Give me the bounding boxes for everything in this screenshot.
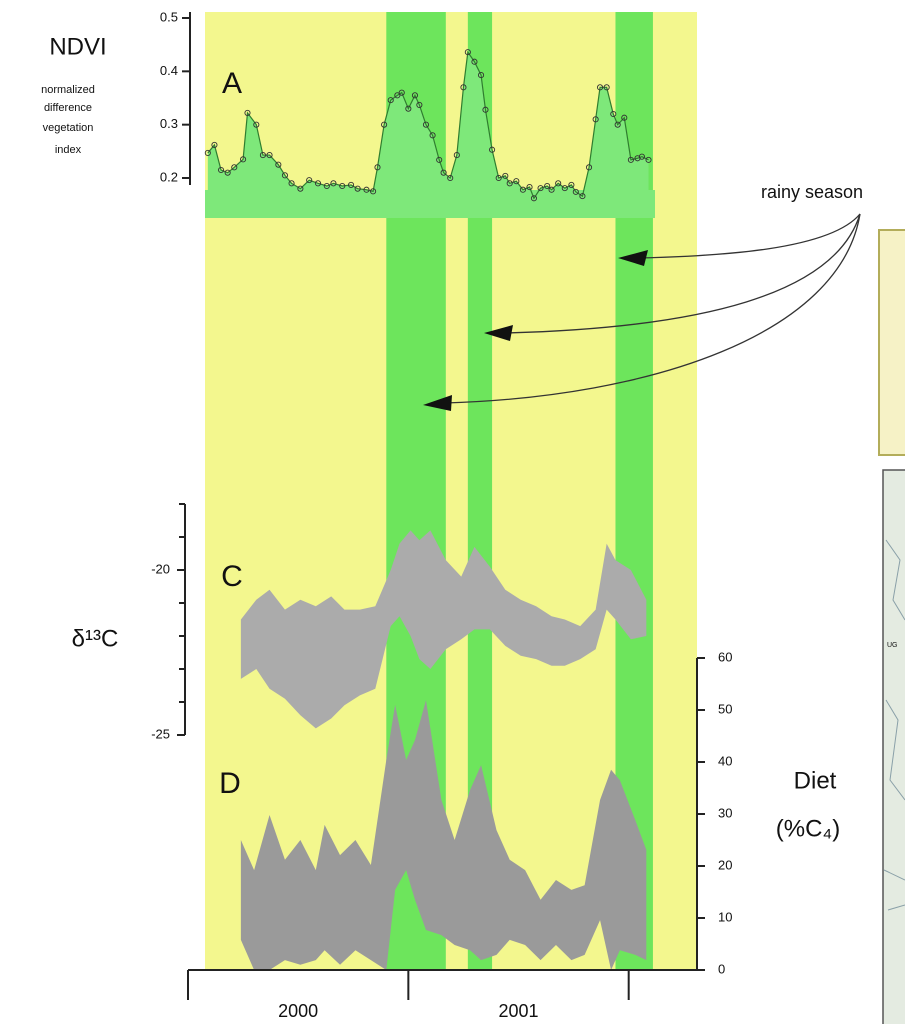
rainy-season-label: rainy season	[761, 182, 863, 202]
ndvi-subtitle: vegetation	[43, 122, 94, 134]
y-tick-label: 20	[718, 857, 732, 872]
y-tick-label: -20	[151, 561, 170, 576]
panel-letter: C	[221, 560, 243, 593]
d13c-label: δ¹³C	[72, 625, 119, 652]
x-tick-label: 2001	[498, 1001, 538, 1021]
ndvi-subtitle: difference	[44, 102, 92, 114]
ndvi-subtitle: index	[55, 144, 82, 156]
figure: NDVI normalized difference vegetation in…	[0, 0, 905, 1024]
map-label: UG	[887, 642, 898, 649]
diet-label: (%C₄)	[776, 815, 840, 842]
y-tick-label: -25	[151, 726, 170, 741]
ndvi-title: NDVI	[49, 33, 106, 60]
y-tick-label: 60	[718, 649, 732, 664]
y-tick-label: 0.3	[160, 116, 178, 131]
x-tick-label: 2000	[278, 1001, 318, 1021]
y-tick-label: 0.5	[160, 9, 178, 24]
y-tick-label: 0.2	[160, 169, 178, 184]
panel-letter: D	[219, 767, 241, 800]
y-tick-label: 0.4	[160, 63, 178, 78]
diet-label: Diet	[794, 767, 837, 794]
panel-letter: A	[222, 67, 242, 100]
y-tick-label: 0	[718, 961, 725, 976]
y-tick-label: 10	[718, 909, 732, 924]
y-tick-label: 50	[718, 701, 732, 716]
y-tick-label: 30	[718, 805, 732, 820]
map-inset	[879, 230, 905, 455]
y-tick-label: 40	[718, 753, 732, 768]
ndvi-subtitle: normalized	[41, 84, 95, 96]
